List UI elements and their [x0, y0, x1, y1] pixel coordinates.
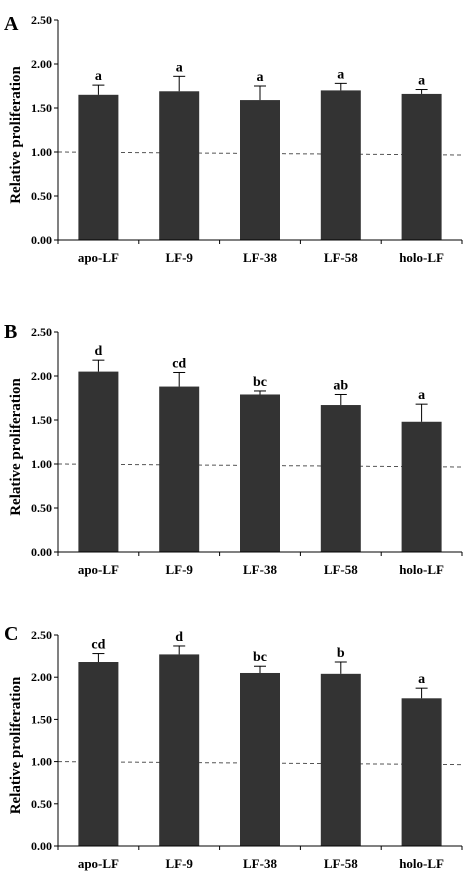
x-tick-label: LF-58 — [324, 562, 358, 577]
x-tick-label: apo-LF — [78, 856, 119, 871]
bar-holo-lf — [401, 698, 442, 846]
bar-lf-9 — [159, 91, 200, 240]
x-tick-label: LF-38 — [243, 856, 277, 871]
significance-letter: a — [418, 388, 425, 403]
x-tick-label: holo-LF — [399, 562, 444, 577]
bar-lf-58 — [320, 405, 361, 552]
significance-letter: a — [257, 70, 264, 85]
bar-apo-lf — [78, 662, 119, 846]
y-tick-label: 2.00 — [31, 57, 52, 71]
y-axis-label: Relative proliferation — [8, 66, 24, 204]
y-tick-label: 0.00 — [31, 545, 52, 559]
significance-letter: cd — [91, 638, 105, 653]
y-tick-label: 0.00 — [31, 233, 52, 247]
y-tick-label: 2.50 — [31, 628, 52, 642]
bar-lf-58 — [320, 673, 361, 846]
y-tick-label: 1.00 — [31, 457, 52, 471]
significance-letter: d — [175, 630, 183, 645]
y-tick-label: 0.50 — [31, 501, 52, 515]
bar-apo-lf — [78, 94, 119, 240]
significance-letter: bc — [253, 375, 267, 390]
x-tick-label: LF-38 — [243, 250, 277, 265]
x-tick-label: apo-LF — [78, 250, 119, 265]
y-tick-label: 2.00 — [31, 369, 52, 383]
chart-panel-c: C Relative proliferation cd apo-LF d LF-9 bc LF… — [4, 623, 463, 871]
x-tick-label: LF-38 — [243, 562, 277, 577]
panel-label: C — [4, 623, 18, 645]
x-tick-label: apo-LF — [78, 562, 119, 577]
x-tick-label: LF-58 — [324, 250, 358, 265]
y-tick-label: 0.50 — [31, 797, 52, 811]
y-tick-label: 1.00 — [31, 755, 52, 769]
significance-letter: b — [337, 646, 345, 661]
y-tick-label: 1.50 — [31, 101, 52, 115]
y-axis-label: Relative proliferation — [8, 676, 24, 814]
bar-lf-9 — [159, 386, 200, 552]
y-tick-label: 1.50 — [31, 413, 52, 427]
y-tick-label: 0.50 — [31, 189, 52, 203]
x-tick-label: LF-58 — [324, 856, 358, 871]
significance-letter: ab — [333, 378, 348, 393]
significance-letter: a — [418, 672, 425, 687]
x-tick-label: LF-9 — [165, 856, 193, 871]
significance-letter: a — [418, 74, 425, 89]
bar-lf-58 — [320, 90, 361, 241]
x-tick-label: LF-9 — [165, 250, 193, 265]
x-tick-label: LF-9 — [165, 562, 193, 577]
y-tick-label: 1.50 — [31, 712, 52, 726]
bar-holo-lf — [401, 421, 442, 552]
bar-lf-38 — [240, 672, 280, 846]
y-tick-label: 2.50 — [31, 325, 52, 339]
y-tick-label: 0.00 — [31, 839, 52, 853]
bar-apo-lf — [78, 371, 119, 552]
bar-holo-lf — [401, 93, 442, 240]
bar-lf-38 — [240, 394, 280, 552]
y-tick-label: 2.50 — [31, 13, 52, 27]
chart-panel-b: B Relative proliferation d apo-LF cd LF-9 bc LF… — [4, 321, 463, 577]
significance-letter: a — [176, 60, 183, 75]
bar-lf-9 — [159, 654, 200, 846]
significance-letter: d — [95, 344, 103, 359]
reference-line — [57, 761, 463, 766]
y-tick-label: 2.00 — [31, 670, 52, 684]
y-axis-label: Relative proliferation — [8, 378, 24, 516]
chart-panel-a: A Relative proliferation a apo-LF a LF-9 a LF-3… — [4, 13, 463, 265]
y-tick-label: 1.00 — [31, 145, 52, 159]
significance-letter: a — [337, 67, 344, 82]
panel-label: A — [4, 13, 19, 35]
x-tick-label: holo-LF — [399, 856, 444, 871]
significance-letter: a — [95, 69, 102, 84]
reference-line — [57, 463, 463, 468]
significance-letter: cd — [172, 356, 186, 371]
reference-line — [57, 151, 463, 156]
panel-label: B — [4, 321, 17, 343]
x-tick-label: holo-LF — [399, 250, 444, 265]
significance-letter: bc — [253, 650, 267, 665]
bar-lf-38 — [240, 100, 280, 240]
